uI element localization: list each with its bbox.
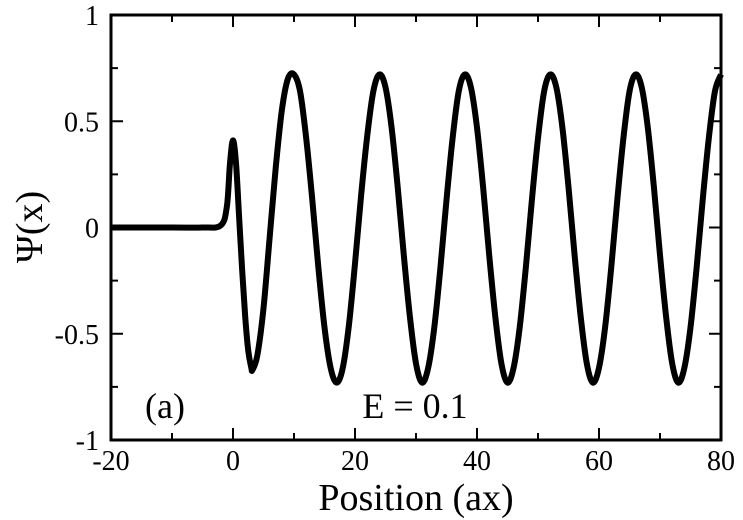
y-axis-title: Ψ(x) xyxy=(9,191,51,263)
panel-label: (a) xyxy=(145,386,185,426)
x-tick-label-1: 0 xyxy=(226,446,240,477)
y-tick-label-1: -0.5 xyxy=(55,320,99,351)
series-line-0 xyxy=(110,70,724,386)
y-tick-label-0: -1 xyxy=(76,426,99,457)
labels-layer: -20 0 20 40 60 80 -1 -0.5 0 0.5 1 xyxy=(55,1,735,477)
x-axis-title: Position (ax) xyxy=(318,477,513,519)
curve-layer xyxy=(110,70,724,386)
x-tick-label-0: -20 xyxy=(92,446,129,477)
x-tick-label-2: 20 xyxy=(341,446,369,477)
y-tick-label-2: 0 xyxy=(85,214,99,245)
ticks-layer xyxy=(110,14,722,441)
y-tick-label-3: 0.5 xyxy=(64,107,99,138)
x-tick-label-3: 40 xyxy=(463,446,491,477)
x-tick-label-5: 80 xyxy=(707,446,735,477)
x-tick-label-4: 60 xyxy=(585,446,613,477)
y-tick-label-4: 1 xyxy=(85,1,99,32)
energy-label: E = 0.1 xyxy=(362,386,467,426)
